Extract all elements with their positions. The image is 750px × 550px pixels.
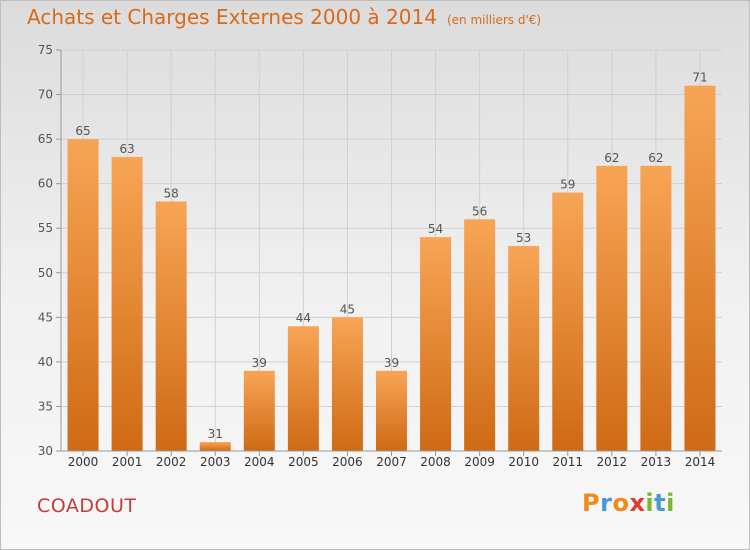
title-text: Achats et Charges Externes 2000 à 2014 (27, 5, 437, 29)
x-tick-label: 2002 (156, 455, 187, 469)
title-unit: (en milliers d'€) (446, 13, 542, 27)
data-label: 63 (119, 142, 134, 156)
y-tick-label: 70 (38, 88, 53, 102)
data-label: 58 (164, 186, 179, 200)
y-tick-label: 30 (38, 444, 53, 458)
x-tick-label: 2014 (685, 455, 716, 469)
logo-letter: i (645, 489, 655, 517)
bar-2009 (464, 219, 496, 451)
x-tick-label: 2007 (376, 455, 407, 469)
axes (56, 49, 722, 456)
y-tick-label: 40 (38, 355, 53, 369)
logo-letter: x (629, 489, 646, 517)
x-tick-label: 2008 (420, 455, 451, 469)
data-label: 31 (208, 427, 223, 441)
x-tick-label: 2006 (332, 455, 363, 469)
place-name: COADOUT (37, 495, 137, 517)
logo-letter: o (612, 489, 630, 517)
x-tick-label: 2010 (508, 455, 539, 469)
y-tick-label: 50 (38, 266, 53, 280)
bar-2007 (376, 370, 407, 451)
logo-letter: t (654, 489, 667, 517)
x-tick-label: 2000 (68, 455, 99, 469)
y-tick-label: 75 (38, 43, 53, 57)
x-tick-label: 2003 (200, 455, 231, 469)
x-tick-label: 2005 (288, 455, 319, 469)
data-label: 53 (516, 231, 531, 245)
logo-letter: P (582, 489, 601, 517)
bar-2013 (640, 165, 672, 451)
data-label: 45 (340, 302, 355, 316)
data-label: 44 (296, 311, 311, 325)
data-label: 56 (472, 204, 487, 218)
logo-letter: i (666, 489, 675, 517)
bars (67, 85, 716, 452)
bar-2010 (508, 246, 540, 451)
data-label: 39 (384, 356, 399, 370)
bar-2000 (67, 139, 99, 451)
x-tick-label: 2011 (552, 455, 583, 469)
chart-title: Achats et Charges Externes 2000 à 2014 (e… (27, 5, 541, 29)
bar-2006 (331, 317, 363, 451)
x-tick-label: 2013 (641, 455, 672, 469)
x-tick-label: 2001 (112, 455, 143, 469)
labels: 30 35 40 45 50 55 60 65 70 75 65 2000 63 2001 58 2002 31… (38, 43, 716, 469)
bar-2004 (243, 370, 275, 451)
y-tick-label: 35 (38, 399, 53, 413)
bar-2001 (111, 156, 143, 451)
proxiti-logo: Proxiti (582, 489, 675, 517)
bar-2002 (155, 201, 187, 451)
data-label: 62 (604, 151, 619, 165)
bar-2014 (684, 85, 716, 452)
data-label: 65 (75, 124, 90, 138)
data-label: 71 (692, 71, 707, 85)
data-label: 59 (560, 178, 575, 192)
x-tick-label: 2012 (597, 455, 628, 469)
data-label: 54 (428, 222, 443, 236)
bar-2012 (596, 165, 628, 451)
data-label: 62 (648, 151, 663, 165)
y-tick-label: 55 (38, 221, 53, 235)
x-tick-label: 2009 (464, 455, 495, 469)
y-tick-label: 60 (38, 177, 53, 191)
bar-2005 (287, 326, 319, 451)
bar-2003 (199, 442, 231, 451)
x-tick-label: 2004 (244, 455, 275, 469)
data-label: 39 (252, 356, 267, 370)
bar-2008 (420, 237, 452, 451)
logo-letter: r (600, 489, 613, 517)
y-tick-label: 45 (38, 310, 53, 324)
y-tick-label: 65 (38, 132, 53, 146)
bar-2011 (552, 192, 584, 452)
